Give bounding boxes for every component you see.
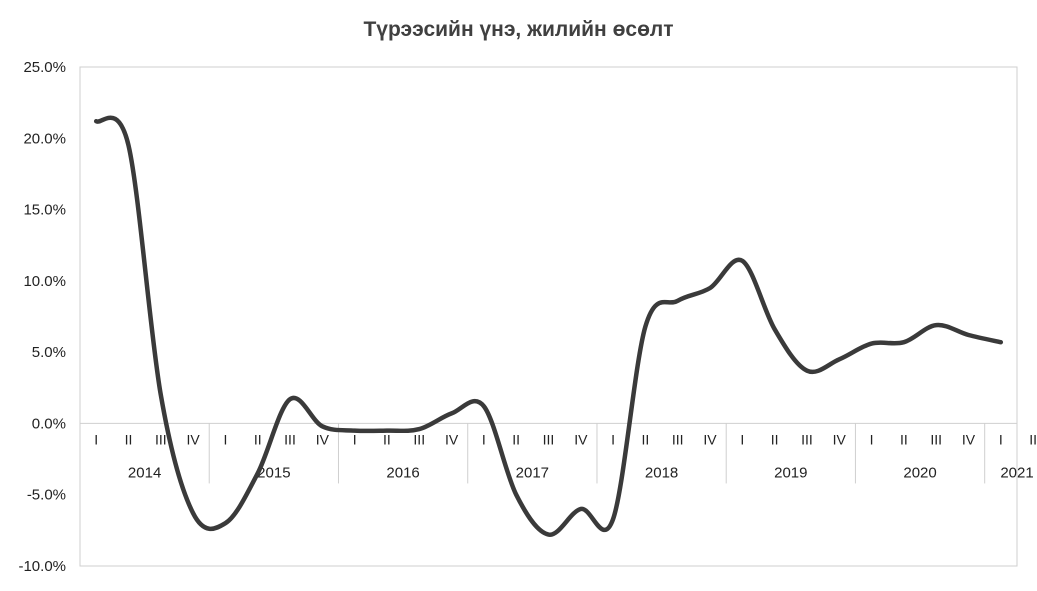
quarter-label: IV (574, 431, 588, 447)
quarter-label: IV (316, 431, 330, 447)
series-line (93, 115, 1004, 537)
quarter-label: I (611, 431, 615, 447)
quarter-label: IV (186, 431, 200, 447)
quarter-label: II (125, 431, 133, 447)
quarter-label: I (482, 431, 486, 447)
quarter-label: I (223, 431, 227, 447)
quarter-label: IV (833, 431, 847, 447)
quarter-label: III (801, 431, 813, 447)
y-tick-label: 25.0% (23, 59, 66, 76)
quarter-label: III (930, 431, 942, 447)
quarter-label: III (672, 431, 684, 447)
quarter-label: II (1029, 431, 1037, 447)
quarter-label: I (870, 431, 874, 447)
quarter-label: III (284, 431, 296, 447)
quarter-label: I (353, 431, 357, 447)
y-tick-label: 10.0% (23, 273, 66, 290)
year-label: 2020 (903, 464, 936, 481)
quarter-label: III (543, 431, 555, 447)
quarter-label: II (642, 431, 650, 447)
quarter-label: I (94, 431, 98, 447)
year-label: 2018 (645, 464, 678, 481)
quarter-label: I (999, 431, 1003, 447)
quarter-label: I (740, 431, 744, 447)
quarter-label: IV (703, 431, 717, 447)
quarter-label: III (413, 431, 425, 447)
quarter-label: II (512, 431, 520, 447)
y-tick-label: 15.0% (23, 202, 66, 219)
year-label: 2015 (257, 464, 290, 481)
plot-area-border (79, 66, 1018, 567)
y-tick-label: 5.0% (32, 344, 66, 361)
y-tick-label: -5.0% (27, 487, 66, 504)
quarter-label: IV (962, 431, 976, 447)
quarter-label: II (254, 431, 262, 447)
year-label: 2019 (774, 464, 807, 481)
quarter-label: II (771, 431, 779, 447)
quarter-label: IV (445, 431, 459, 447)
chart-title: Түрээсийн үнэ, жилийн өсөлт (363, 18, 674, 41)
year-label: 2016 (386, 464, 419, 481)
y-axis: 25.0% 20.0% 15.0% 10.0% 5.0% 0.0% -5.0% -10.0% (18, 59, 66, 575)
quarter-label: III (155, 431, 167, 447)
year-label: 2021 (1000, 464, 1033, 481)
quarter-label: II (383, 431, 391, 447)
quarter-label: II (900, 431, 908, 447)
year-label: 2014 (128, 464, 161, 481)
y-tick-label: -10.0% (18, 558, 66, 575)
year-label: 2017 (516, 464, 549, 481)
y-tick-label: 0.0% (32, 415, 66, 432)
y-tick-label: 20.0% (23, 130, 66, 147)
